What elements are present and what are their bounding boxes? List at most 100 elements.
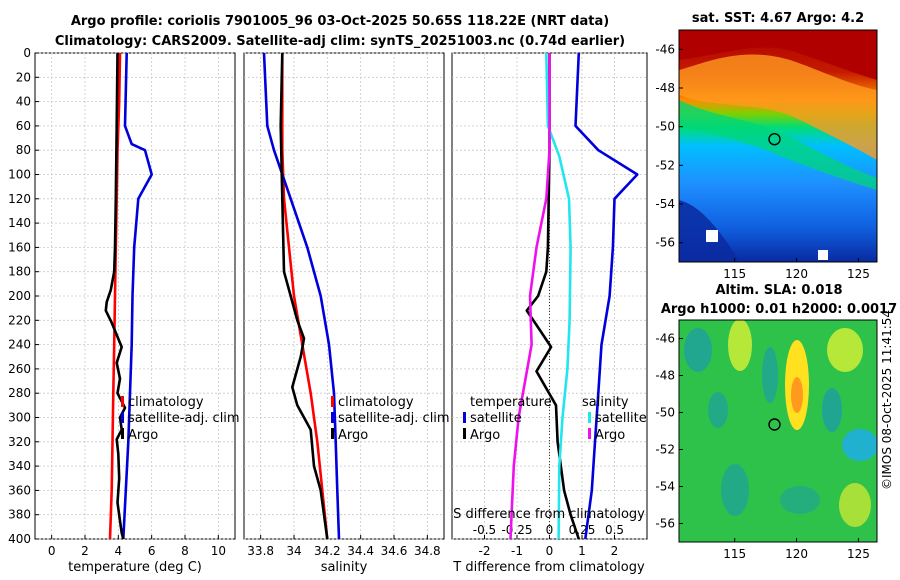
legend-temperature-title: temperature bbox=[470, 395, 552, 410]
y-tick-label: 240 bbox=[8, 338, 31, 352]
legend-argo-label: Argo bbox=[338, 428, 368, 443]
top-tick-label: 0.5 bbox=[605, 523, 624, 537]
map-x-tick-label: 115 bbox=[723, 547, 746, 561]
map-y-tick-label: -52 bbox=[655, 158, 675, 172]
salinity-lines bbox=[262, 53, 341, 539]
map-y-tick-label: -52 bbox=[655, 443, 675, 457]
figure-title-line2: Climatology: CARS2009. Satellite-adj cli… bbox=[55, 34, 625, 49]
x-tick-label: 34.4 bbox=[347, 544, 374, 558]
y-tick-label: 400 bbox=[8, 532, 31, 546]
difference-top-label: S difference from climatology bbox=[453, 507, 645, 522]
map-x-tick-label: 125 bbox=[847, 267, 870, 281]
legend-climatology-label: climatology bbox=[338, 395, 414, 410]
legend-climatology-label: climatology bbox=[128, 395, 204, 410]
x-tick-label: 33.8 bbox=[247, 544, 274, 558]
sla-eddy bbox=[762, 347, 778, 403]
sla-heatmap bbox=[679, 320, 877, 542]
y-tick-label: 380 bbox=[8, 508, 31, 522]
map-y-tick-label: -46 bbox=[655, 332, 675, 346]
series-line-t-argo bbox=[525, 53, 581, 539]
series-line-s-argo bbox=[509, 53, 551, 539]
temperature-grid bbox=[35, 52, 235, 540]
y-tick-label: 360 bbox=[8, 483, 31, 497]
sst-x-tick-labels: 115 120 125 bbox=[723, 258, 870, 281]
sla-eddy bbox=[684, 328, 712, 372]
map-y-tick-label: -48 bbox=[655, 369, 675, 383]
x-tick-label: -2 bbox=[479, 544, 491, 558]
map-y-tick-label: -50 bbox=[655, 120, 675, 134]
salinity-panel: 33.8 34 34.2 34.4 34.6 34.8 salinity climatol… bbox=[243, 52, 450, 575]
sst-hot-region bbox=[679, 30, 877, 80]
salinity-legend: climatology satellite-adj. clim Argo bbox=[331, 395, 450, 443]
sla-eddy bbox=[842, 429, 877, 461]
series-line-satellite-adj-clim bbox=[122, 53, 153, 539]
sla-y-tick-labels: -46 -48 -50 -52 -54 -56 bbox=[655, 332, 683, 531]
difference-legend: temperature satellite Argo salinity sate… bbox=[463, 395, 647, 443]
sla-map-title-line2: Argo h1000: 0.01 h2000: 0.0017 bbox=[661, 302, 897, 317]
legend-satellite-label: satellite-adj. clim bbox=[338, 411, 450, 426]
sla-eddy bbox=[827, 328, 863, 372]
series-line-argo bbox=[104, 53, 127, 539]
legend-argo-swatch bbox=[331, 428, 334, 439]
salinity-grid bbox=[244, 52, 444, 540]
temperature-legend: climatology satellite-adj. clim Argo bbox=[121, 395, 240, 443]
series-line-s-satellite bbox=[545, 53, 572, 539]
legend-argo-swatch bbox=[121, 428, 124, 439]
top-tick-label: -0.5 bbox=[473, 523, 496, 537]
legend-s-argo-swatch bbox=[588, 428, 591, 439]
legend-satellite-label: satellite-adj. clim bbox=[128, 411, 240, 426]
top-tick-label: -0.25 bbox=[501, 523, 532, 537]
map-y-tick-label: -50 bbox=[655, 406, 675, 420]
x-tick-label: 2 bbox=[81, 544, 89, 558]
y-tick-label: 0 bbox=[23, 46, 31, 60]
y-tick-label: 280 bbox=[8, 386, 31, 400]
temperature-panel: 0204060801001201401601802002202402602803… bbox=[8, 46, 240, 575]
y-tick-label: 160 bbox=[8, 240, 31, 254]
map-y-tick-label: -46 bbox=[655, 42, 675, 56]
legend-t-argo-label: Argo bbox=[470, 428, 500, 443]
series-line-satellite-adj-clim bbox=[262, 53, 341, 539]
sla-map-title-line1: Altim. SLA: 0.018 bbox=[716, 283, 843, 298]
legend-salinity-title: salinity bbox=[582, 395, 629, 410]
y-tick-label: 140 bbox=[8, 216, 31, 230]
x-tick-label: -1 bbox=[511, 544, 523, 558]
x-tick-label: 0 bbox=[48, 544, 56, 558]
sla-eddy bbox=[780, 486, 820, 514]
legend-climatology-swatch bbox=[331, 396, 334, 407]
sla-eddy bbox=[791, 377, 803, 413]
sst-heatmap bbox=[679, 30, 877, 262]
sla-eddy bbox=[822, 388, 842, 432]
temperature-x-tick-labels: 0 2 4 6 8 10 bbox=[48, 544, 226, 558]
x-tick-label: 1 bbox=[578, 544, 586, 558]
legend-t-satellite-swatch bbox=[463, 412, 466, 423]
series-line-argo bbox=[279, 53, 329, 539]
sla-map-panel: Altim. SLA: 0.018 Argo h1000: 0.01 h2000… bbox=[655, 283, 897, 561]
sst-cloud-gap bbox=[706, 230, 718, 242]
x-tick-label: 0 bbox=[546, 544, 554, 558]
map-y-tick-label: -56 bbox=[655, 236, 675, 250]
map-x-tick-label: 120 bbox=[785, 547, 808, 561]
sst-map-title: sat. SST: 4.67 Argo: 4.2 bbox=[692, 11, 864, 26]
map-x-tick-label: 125 bbox=[847, 547, 870, 561]
legend-s-argo-label: Argo bbox=[595, 428, 625, 443]
difference-top-tick-labels: -0.5 -0.25 0 0.25 0.5 bbox=[473, 523, 624, 537]
y-tick-label: 60 bbox=[16, 119, 31, 133]
y-tick-label: 100 bbox=[8, 168, 31, 182]
y-tick-label: 200 bbox=[8, 289, 31, 303]
map-y-tick-label: -54 bbox=[655, 197, 675, 211]
y-tick-label: 20 bbox=[16, 70, 31, 84]
legend-s-satellite-swatch bbox=[588, 412, 591, 423]
legend-satellite-swatch bbox=[331, 412, 334, 423]
salinity-x-tick-labels: 33.8 34 34.2 34.4 34.6 34.8 bbox=[247, 544, 440, 558]
map-x-tick-label: 115 bbox=[723, 267, 746, 281]
sst-green-band bbox=[679, 100, 877, 190]
series-line-t-satellite bbox=[574, 53, 639, 539]
sla-eddy bbox=[839, 483, 871, 527]
top-tick-label: 0 bbox=[546, 523, 554, 537]
legend-t-satellite-label: satellite bbox=[470, 411, 522, 426]
y-tick-label: 260 bbox=[8, 362, 31, 376]
map-y-tick-label: -48 bbox=[655, 81, 675, 95]
imos-watermark: ©IMOS 08-Oct-2025 11:41:54 bbox=[880, 310, 894, 490]
map-y-tick-label: -56 bbox=[655, 517, 675, 531]
legend-s-satellite-label: satellite bbox=[595, 411, 647, 426]
